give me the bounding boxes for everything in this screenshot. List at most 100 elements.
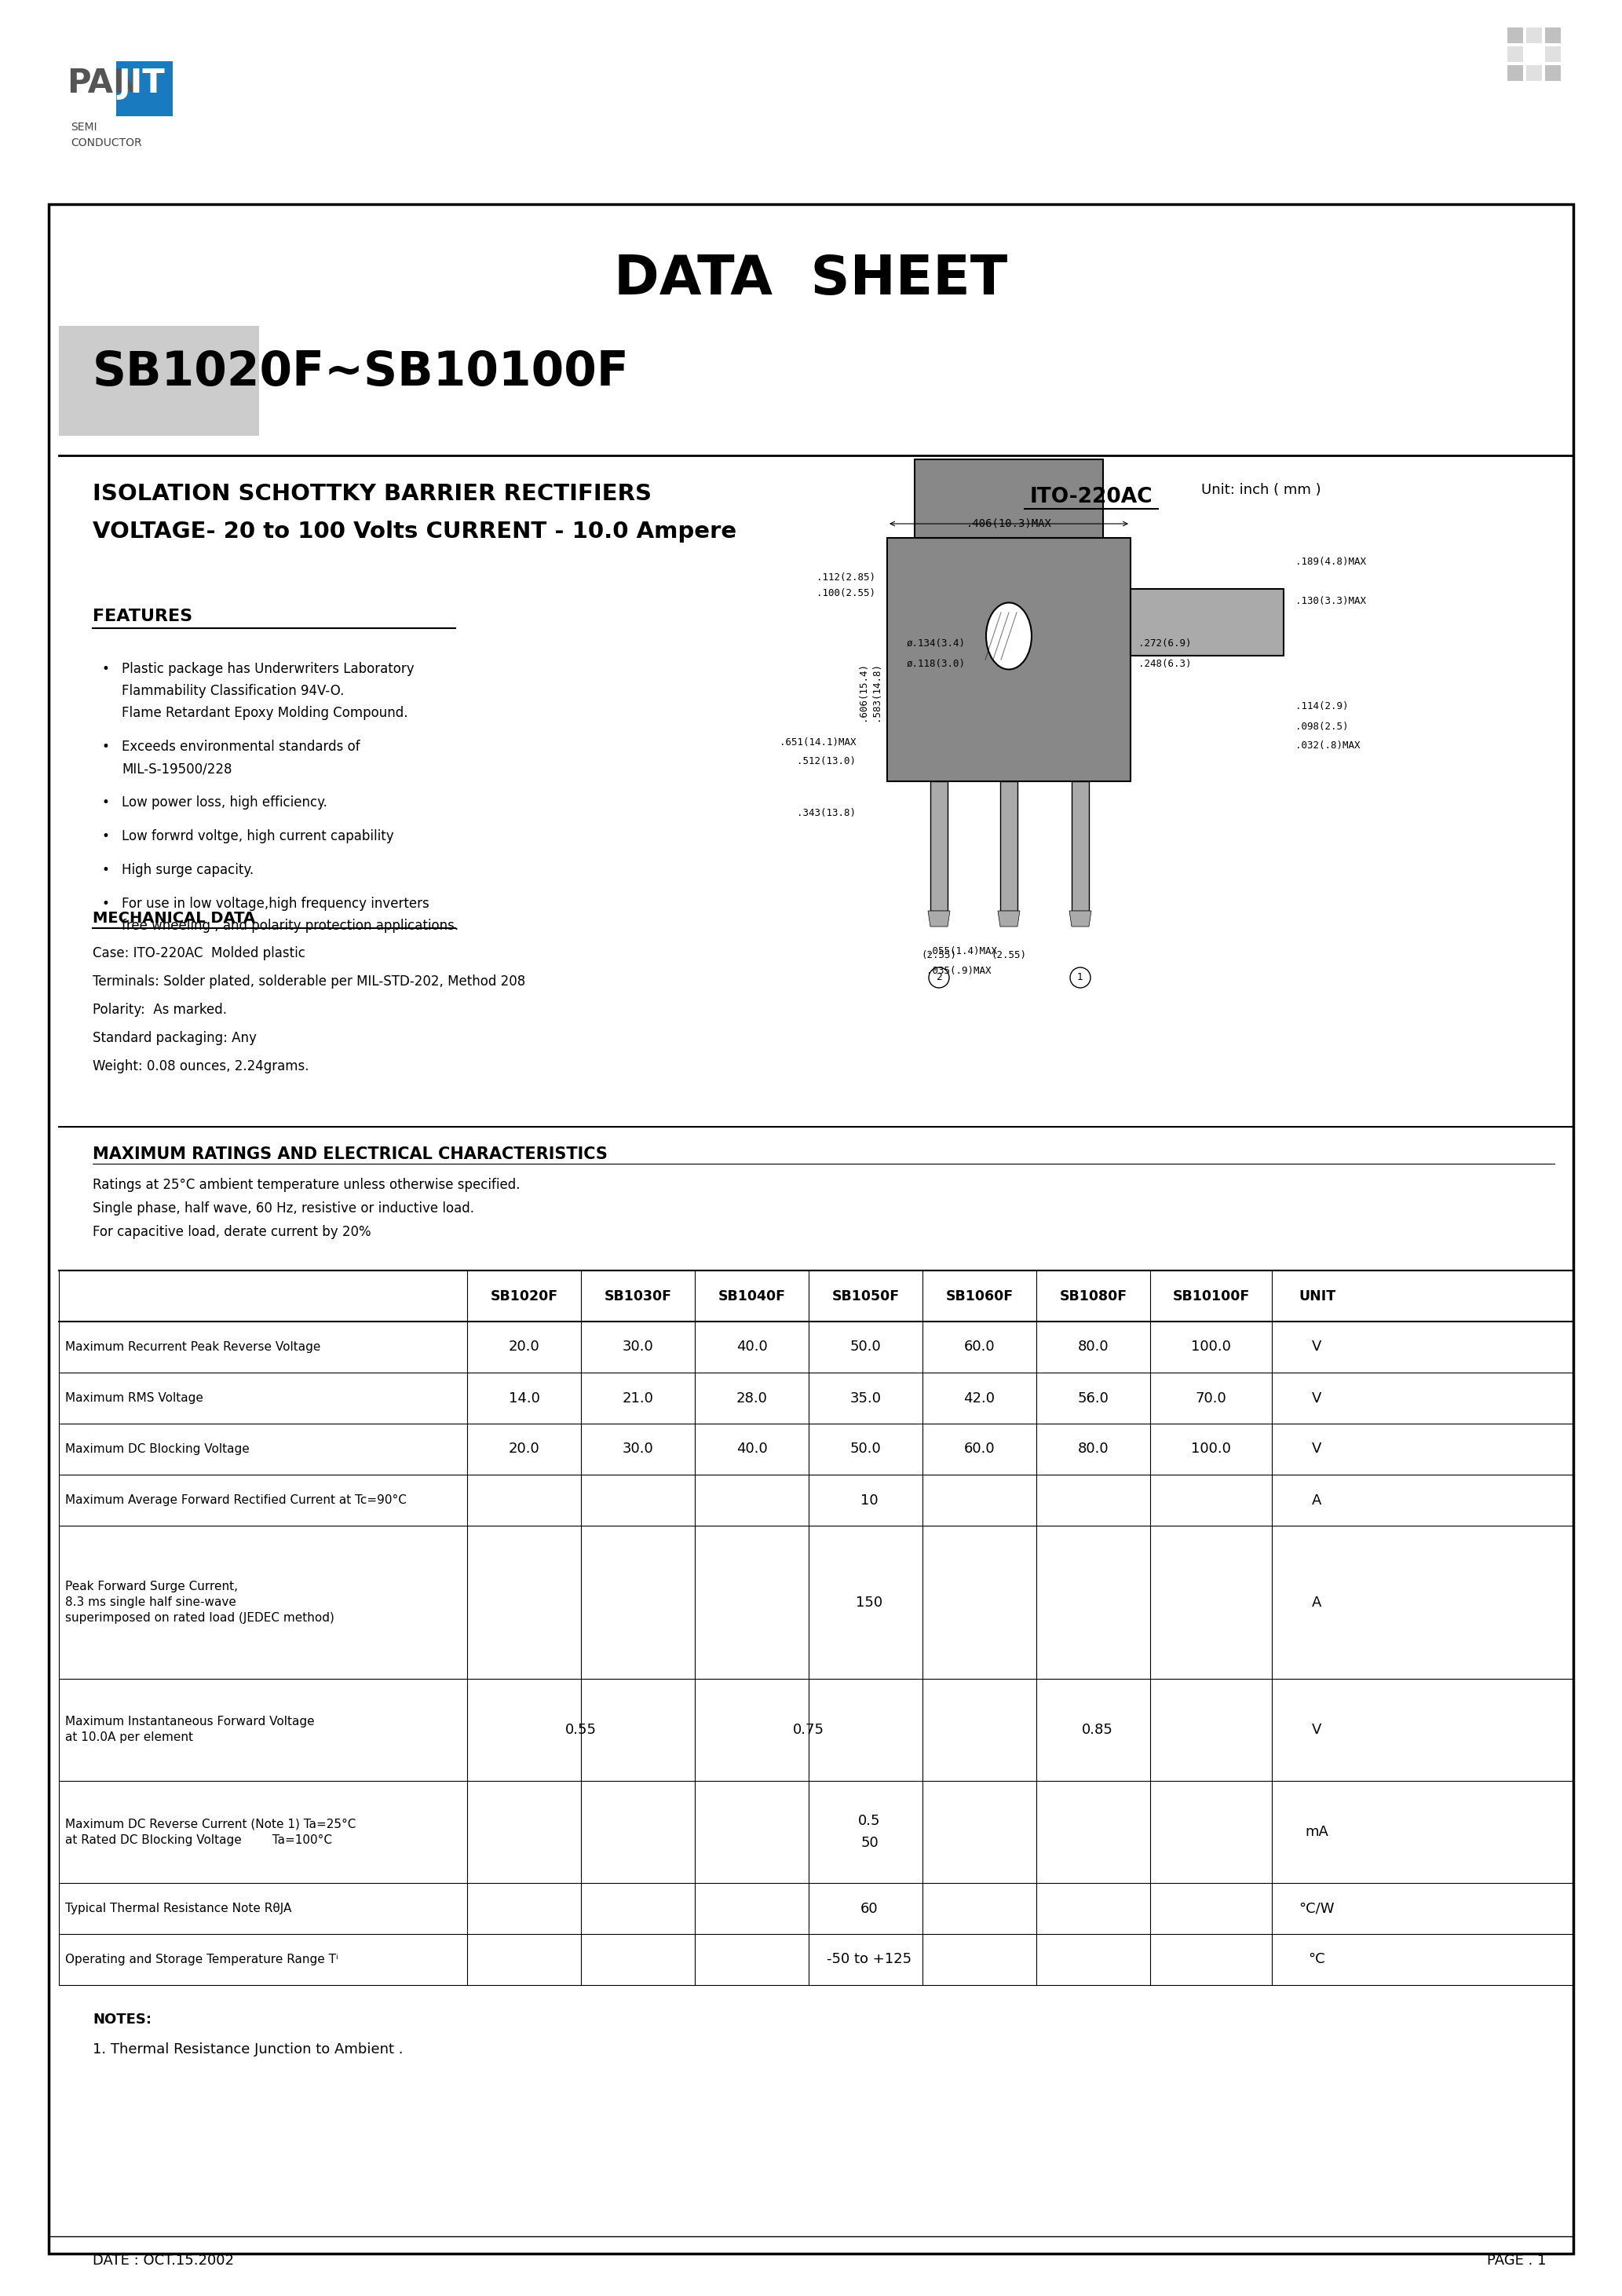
Text: 28.0: 28.0 — [736, 1391, 767, 1405]
Bar — [49, 204, 1573, 2255]
Text: JIT: JIT — [118, 67, 165, 99]
Text: SB1080F: SB1080F — [1059, 1288, 1127, 1304]
Text: °C/W: °C/W — [1299, 1901, 1335, 1915]
Text: ø.134(3.4): ø.134(3.4) — [907, 638, 965, 650]
Text: PAN: PAN — [67, 67, 141, 99]
Text: .114(2.9): .114(2.9) — [1296, 703, 1348, 712]
Text: Maximum Recurrent Peak Reverse Voltage: Maximum Recurrent Peak Reverse Voltage — [65, 1341, 321, 1352]
Text: SB1020F: SB1020F — [490, 1288, 558, 1304]
Text: Maximum Average Forward Rectified Current at Tc=90°C: Maximum Average Forward Rectified Curren… — [65, 1495, 407, 1506]
Bar — [1546, 46, 1560, 62]
Text: DATA  SHEET: DATA SHEET — [615, 253, 1007, 305]
Text: .583(14.8): .583(14.8) — [871, 661, 881, 721]
Text: V: V — [1312, 1442, 1322, 1456]
Bar — [58, 326, 260, 436]
Text: Low forwrd voltge, high current capability: Low forwrd voltge, high current capabili… — [122, 829, 394, 843]
Text: Standard packaging: Any: Standard packaging: Any — [92, 1031, 256, 1045]
Text: 8.3 ms single half sine-wave: 8.3 ms single half sine-wave — [65, 1596, 237, 1607]
Text: (2.55): (2.55) — [921, 951, 957, 960]
Text: 0.85: 0.85 — [1082, 1722, 1113, 1736]
Text: CONDUCTOR: CONDUCTOR — [71, 138, 141, 149]
Bar — [117, 62, 172, 117]
Text: 1: 1 — [1077, 974, 1083, 983]
Text: MECHANICAL DATA: MECHANICAL DATA — [92, 912, 255, 925]
Text: 40.0: 40.0 — [736, 1341, 767, 1355]
Text: 50.0: 50.0 — [850, 1341, 881, 1355]
Text: .055(1.4)MAX: .055(1.4)MAX — [926, 946, 998, 957]
Text: ISOLATION SCHOTTKY BARRIER RECTIFIERS: ISOLATION SCHOTTKY BARRIER RECTIFIERS — [92, 482, 652, 505]
Text: 30.0: 30.0 — [623, 1341, 654, 1355]
Bar — [1546, 64, 1560, 80]
Text: Operating and Storage Temperature Range Tⁱ: Operating and Storage Temperature Range … — [65, 1954, 337, 1965]
Text: Weight: 0.08 ounces, 2.24grams.: Weight: 0.08 ounces, 2.24grams. — [92, 1058, 308, 1075]
Text: free wheeling , and polarity protection applications.: free wheeling , and polarity protection … — [122, 918, 459, 932]
Text: Maximum DC Reverse Current (Note 1) Ta=25°C: Maximum DC Reverse Current (Note 1) Ta=2… — [65, 1818, 355, 1830]
Text: For capacitive load, derate current by 20%: For capacitive load, derate current by 2… — [92, 1226, 371, 1240]
Text: Plastic package has Underwriters Laboratory: Plastic package has Underwriters Laborat… — [122, 661, 414, 675]
Text: 60: 60 — [861, 1901, 879, 1915]
Text: •: • — [102, 829, 110, 843]
Text: at Rated DC Blocking Voltage        Ta=100°C: at Rated DC Blocking Voltage Ta=100°C — [65, 1835, 333, 1846]
Text: PAGE . 1: PAGE . 1 — [1487, 2255, 1547, 2268]
Bar — [915, 459, 1103, 537]
Text: 56.0: 56.0 — [1077, 1391, 1109, 1405]
Text: 80.0: 80.0 — [1077, 1341, 1109, 1355]
Text: 60.0: 60.0 — [963, 1442, 994, 1456]
Text: 21.0: 21.0 — [623, 1391, 654, 1405]
Text: 40.0: 40.0 — [736, 1442, 767, 1456]
Text: Ratings at 25°C ambient temperature unless otherwise specified.: Ratings at 25°C ambient temperature unle… — [92, 1178, 521, 1192]
Text: MAXIMUM RATINGS AND ELECTRICAL CHARACTERISTICS: MAXIMUM RATINGS AND ELECTRICAL CHARACTER… — [92, 1146, 608, 1162]
Text: Single phase, half wave, 60 Hz, resistive or inductive load.: Single phase, half wave, 60 Hz, resistiv… — [92, 1201, 474, 1215]
Text: -50 to +125: -50 to +125 — [827, 1952, 912, 1968]
Text: SEMI: SEMI — [71, 122, 97, 133]
Text: .098(2.5): .098(2.5) — [1296, 721, 1348, 732]
Text: Flammability Classification 94V-O.: Flammability Classification 94V-O. — [122, 684, 344, 698]
Bar — [1001, 781, 1017, 912]
Text: A: A — [1312, 1596, 1322, 1609]
Text: mA: mA — [1306, 1825, 1328, 1839]
Text: SB1050F: SB1050F — [832, 1288, 899, 1304]
Text: (2.55): (2.55) — [991, 951, 1027, 960]
Text: .248(6.3): .248(6.3) — [1139, 659, 1192, 668]
Text: Flame Retardant Epoxy Molding Compound.: Flame Retardant Epoxy Molding Compound. — [122, 705, 407, 721]
Polygon shape — [998, 912, 1020, 928]
Text: Exceeds environmental standards of: Exceeds environmental standards of — [122, 739, 360, 753]
Text: V: V — [1312, 1722, 1322, 1736]
Text: 42.0: 42.0 — [963, 1391, 996, 1405]
Text: 20.0: 20.0 — [508, 1442, 540, 1456]
Text: Maximum Instantaneous Forward Voltage: Maximum Instantaneous Forward Voltage — [65, 1715, 315, 1729]
Text: SB10100F: SB10100F — [1173, 1288, 1249, 1304]
Text: .100(2.55): .100(2.55) — [816, 588, 876, 597]
Text: .651(14.1)MAX: .651(14.1)MAX — [779, 737, 856, 746]
Text: •: • — [102, 794, 110, 810]
Bar — [1507, 46, 1523, 62]
Bar — [1546, 28, 1560, 44]
Text: 20.0: 20.0 — [508, 1341, 540, 1355]
Text: Unit: inch ( mm ): Unit: inch ( mm ) — [1202, 482, 1320, 496]
Text: 100.0: 100.0 — [1191, 1442, 1231, 1456]
Bar — [1526, 64, 1543, 80]
Text: .130(3.3)MAX: .130(3.3)MAX — [1296, 595, 1366, 606]
Text: Maximum RMS Voltage: Maximum RMS Voltage — [65, 1391, 203, 1403]
Text: 0.55: 0.55 — [564, 1722, 597, 1736]
Text: °C: °C — [1309, 1952, 1325, 1968]
Text: .035(.9)MAX: .035(.9)MAX — [926, 967, 991, 976]
Text: ø.118(3.0): ø.118(3.0) — [907, 659, 965, 668]
Text: .032(.8)MAX: .032(.8)MAX — [1296, 742, 1361, 751]
Text: 50.0: 50.0 — [850, 1442, 881, 1456]
Text: .406(10.3)MAX: .406(10.3)MAX — [967, 517, 1051, 528]
Text: .272(6.9): .272(6.9) — [1139, 638, 1192, 650]
Bar — [1526, 28, 1543, 44]
Bar — [1072, 781, 1088, 912]
Text: SB1040F: SB1040F — [719, 1288, 785, 1304]
Text: •: • — [102, 739, 110, 753]
Text: UNIT: UNIT — [1299, 1288, 1335, 1304]
Bar — [1507, 64, 1523, 80]
Text: SB1030F: SB1030F — [603, 1288, 672, 1304]
Text: Maximum DC Blocking Voltage: Maximum DC Blocking Voltage — [65, 1444, 250, 1456]
Text: 14.0: 14.0 — [508, 1391, 540, 1405]
Text: A: A — [1312, 1492, 1322, 1506]
Bar — [931, 781, 947, 912]
Text: .112(2.85): .112(2.85) — [816, 572, 876, 583]
Bar — [887, 537, 1131, 781]
